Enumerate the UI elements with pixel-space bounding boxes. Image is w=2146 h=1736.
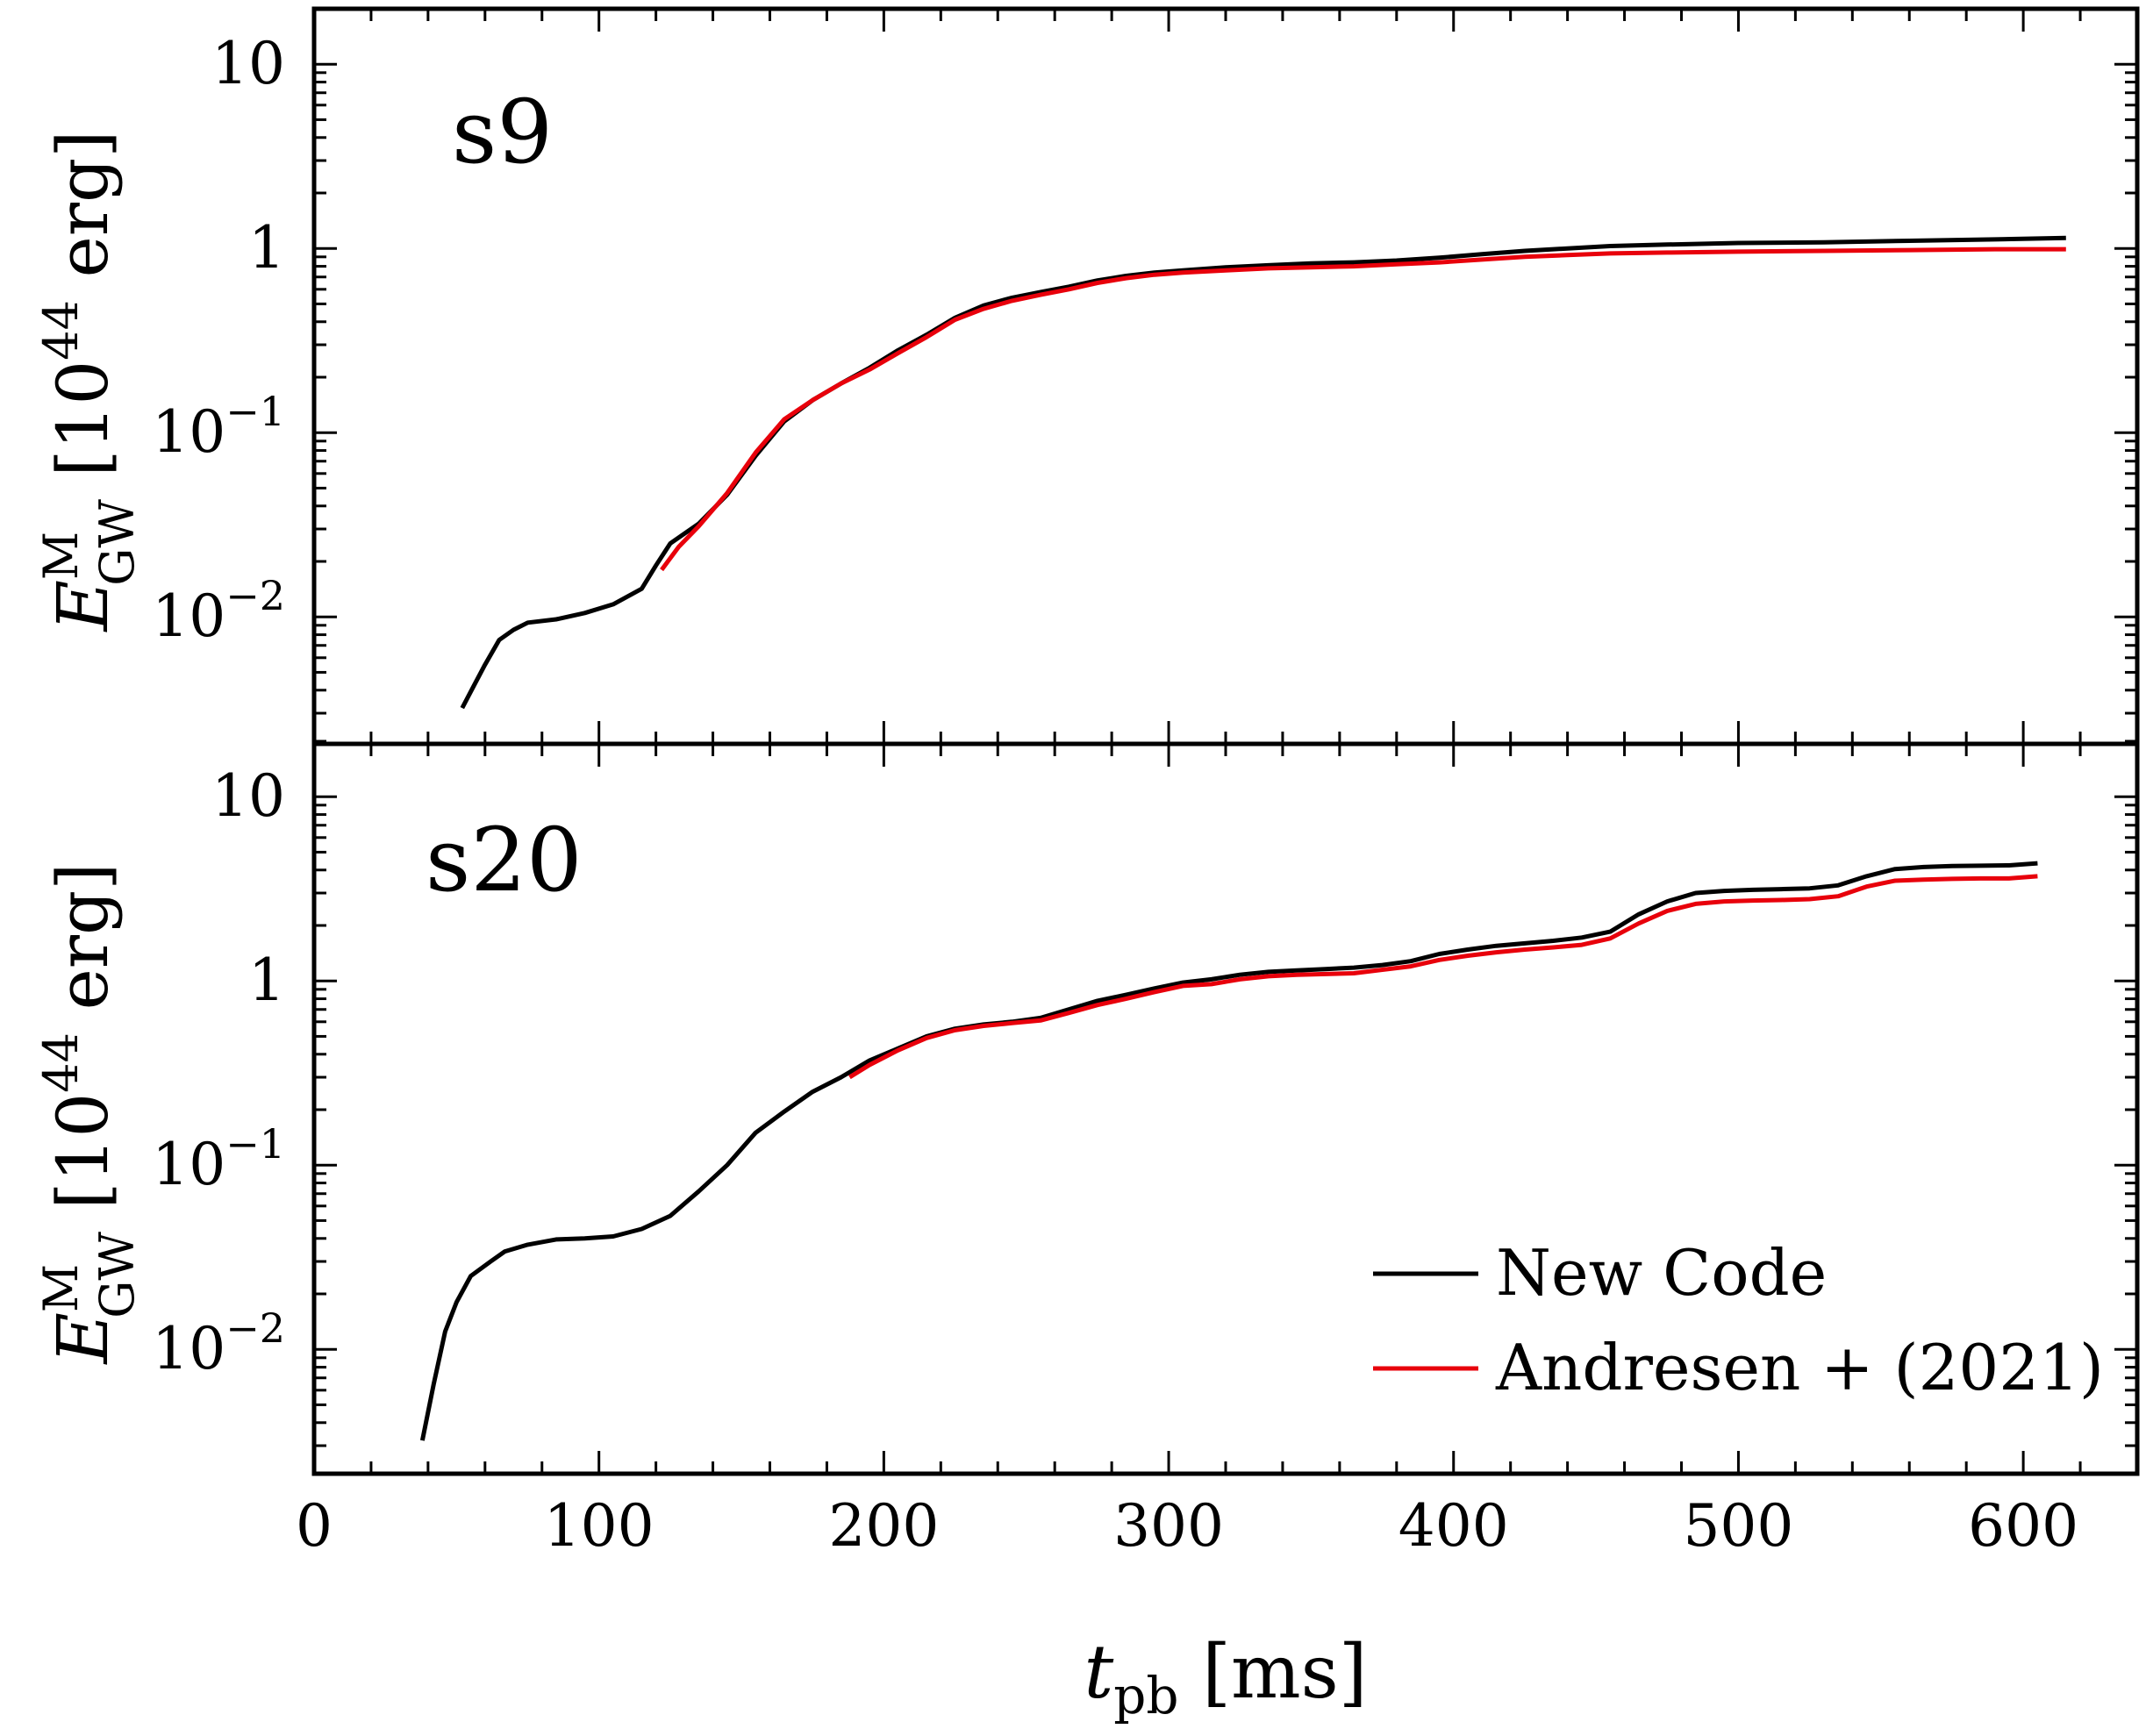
legend: New Code Andresen + (2021): [1373, 1236, 2104, 1404]
legend-label: Andresen + (2021): [1495, 1331, 2104, 1404]
y-tick-label: 10−2: [152, 572, 285, 650]
x-tick-label: 0: [296, 1492, 333, 1560]
x-tick-label: 500: [1683, 1492, 1793, 1560]
y-tick-label: 10: [211, 762, 285, 830]
series-line-new-code: [460, 235, 2066, 710]
series-line-new-code: [419, 861, 2038, 1441]
y-axis-label: EMGW [1044 erg]: [33, 131, 145, 633]
panel-label: s20: [426, 809, 583, 911]
y-tick-label: 1: [248, 947, 285, 1014]
y-tick-label: 10: [211, 30, 285, 97]
y-tick-label: 10−1: [152, 388, 285, 466]
panel-s9: 10−2 10−1 1 10 EMGW [1044 erg] s9: [33, 6, 2140, 747]
panel-label: s9: [452, 81, 553, 183]
x-tick-label: 200: [828, 1492, 939, 1560]
x-tick-label: 400: [1398, 1492, 1509, 1560]
y-axis-label: EMGW [1044 erg]: [33, 863, 145, 1366]
x-axis-label: tpb [ms]: [1084, 1629, 1367, 1725]
y-tick-label: 10−2: [152, 1304, 285, 1382]
x-tick-label: 600: [1968, 1492, 2078, 1560]
series-line-andresen-2021: [660, 246, 2066, 572]
y-tick-label: 10−1: [152, 1120, 285, 1198]
series-line-andresen-2021: [848, 874, 2038, 1080]
x-tick-label: 100: [544, 1492, 655, 1560]
axes-frame: [311, 6, 2140, 747]
y-tick-label: 1: [248, 214, 285, 282]
legend-label: New Code: [1496, 1236, 1827, 1310]
x-tick-label: 300: [1113, 1492, 1224, 1560]
